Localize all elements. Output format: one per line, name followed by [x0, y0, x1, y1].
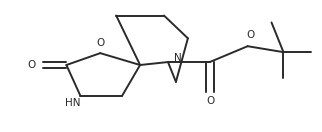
Text: HN: HN	[65, 98, 80, 108]
Text: O: O	[27, 60, 35, 70]
Text: O: O	[96, 38, 104, 48]
Text: N: N	[174, 53, 182, 63]
Text: O: O	[247, 30, 255, 40]
Text: O: O	[206, 96, 214, 106]
